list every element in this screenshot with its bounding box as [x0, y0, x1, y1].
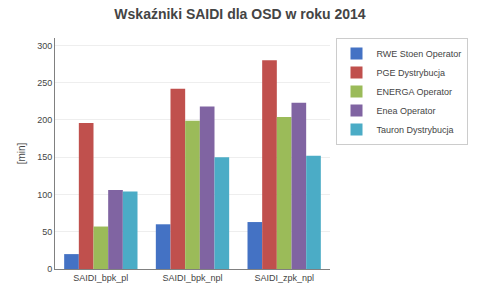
svg-text:SAIDI_bpk_pl: SAIDI_bpk_pl	[73, 273, 128, 283]
svg-text:50: 50	[42, 227, 52, 237]
svg-text:ENERGA Operator: ENERGA Operator	[377, 87, 453, 97]
svg-text:PGE Dystrybucja: PGE Dystrybucja	[377, 68, 446, 78]
svg-text:Tauron Dystrybucja: Tauron Dystrybucja	[377, 125, 454, 135]
svg-text:250: 250	[37, 78, 52, 88]
svg-text:SAIDI_bpk_npl: SAIDI_bpk_npl	[162, 273, 222, 283]
svg-text:200: 200	[37, 115, 52, 125]
svg-text:SAIDI_zpk_npl: SAIDI_zpk_npl	[254, 273, 314, 283]
svg-text:150: 150	[37, 152, 52, 162]
svg-text:RWE Stoen Operator: RWE Stoen Operator	[377, 49, 462, 59]
svg-text:Wskaźniki SAIDI dla OSD w roku: Wskaźniki SAIDI dla OSD w roku 2014	[114, 6, 366, 22]
svg-text:Enea Operator: Enea Operator	[377, 106, 436, 116]
svg-text:100: 100	[37, 190, 52, 200]
svg-text:[min]: [min]	[16, 142, 27, 164]
svg-text:300: 300	[37, 41, 52, 51]
svg-text:0: 0	[47, 264, 52, 274]
